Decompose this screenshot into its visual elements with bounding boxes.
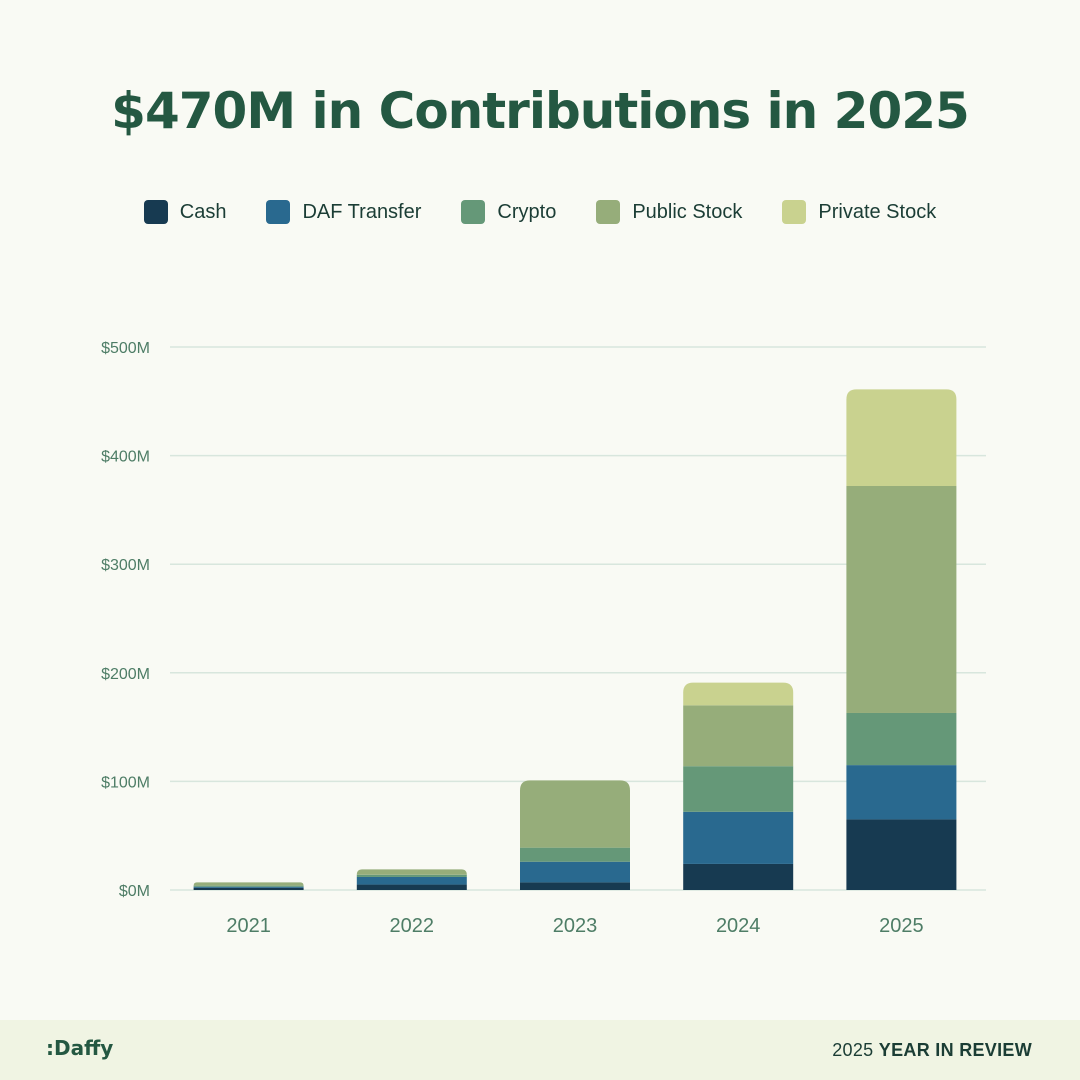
legend-label-private-stock: Private Stock [818, 200, 937, 223]
bars [193, 389, 957, 890]
legend-swatch-crypto [461, 200, 486, 224]
x-axis-ticks: 2021 2022 2023 2024 2025 [226, 915, 923, 937]
bar-segment-crypto-2023 [520, 847, 630, 862]
bar-segment-public-stock-2022 [356, 869, 467, 875]
x-tick-label: 2022 [390, 915, 435, 937]
bar-segment-cash-2023 [520, 882, 630, 890]
bar-segment-cash-2022 [356, 884, 467, 890]
legend-swatch-private-stock [782, 200, 807, 224]
bar-segment-daf-transfer-2021 [193, 886, 304, 888]
y-tick-label: $100M [101, 774, 150, 791]
bar-segment-cash-2021 [193, 887, 304, 890]
legend-swatch-cash [143, 200, 168, 224]
legend-swatch-daf-transfer [266, 200, 291, 224]
y-tick-label: $500M [101, 340, 150, 357]
bar-segment-crypto-2022 [356, 874, 467, 877]
legend-item-public-stock: Public Stock [596, 200, 742, 224]
bar-segment-public-stock-2023 [520, 780, 630, 848]
footer-label: YEAR IN REVIEW [878, 1040, 1032, 1060]
bar-segment-public-stock-2021 [193, 882, 304, 886]
bar-segment-cash-2025 [846, 819, 957, 890]
bar-segment-crypto-2024 [683, 766, 794, 812]
legend-label-cash: Cash [179, 200, 227, 223]
x-tick-label: 2021 [226, 915, 271, 937]
bar-segment-daf-transfer-2023 [520, 861, 630, 883]
y-tick-label: $0M [119, 883, 150, 900]
legend-item-daf-transfer: DAF Transfer [266, 200, 421, 224]
bar-segment-private-stock-2025 [846, 389, 957, 487]
legend-item-cash: Cash [143, 200, 227, 224]
y-tick-label: $300M [101, 557, 150, 574]
bar-segment-daf-transfer-2022 [356, 876, 467, 885]
brand-logo: :Daffy [46, 1036, 114, 1060]
footer-caption: 2025 YEAR IN REVIEW [832, 1040, 1032, 1061]
footer-year: 2025 [832, 1040, 874, 1060]
chart-legend: Cash DAF Transfer Crypto Public Stock Pr… [0, 200, 1080, 224]
chart-title: $470M in Contributions in 2025 [111, 82, 970, 140]
y-tick-label: $400M [101, 449, 150, 466]
footer: :Daffy 2025 YEAR IN REVIEW [0, 1020, 1080, 1080]
bar-segment-daf-transfer-2024 [683, 811, 794, 864]
legend-label-daf-transfer: DAF Transfer [302, 200, 422, 223]
bar-segment-crypto-2021 [193, 885, 304, 887]
legend-item-private-stock: Private Stock [782, 200, 936, 224]
legend-label-public-stock: Public Stock [632, 200, 743, 223]
y-tick-label: $200M [101, 666, 150, 683]
x-tick-label: 2023 [553, 915, 598, 937]
bar-segment-daf-transfer-2025 [846, 765, 957, 820]
bar-segment-crypto-2025 [846, 712, 957, 766]
bar-segment-private-stock-2024 [683, 682, 794, 706]
legend-item-crypto: Crypto [461, 200, 556, 224]
x-tick-label: 2025 [879, 915, 924, 937]
bar-segment-public-stock-2024 [683, 705, 794, 767]
bar-segment-cash-2024 [683, 863, 794, 890]
bar-segment-public-stock-2025 [846, 486, 957, 713]
legend-label-crypto: Crypto [497, 200, 557, 223]
x-tick-label: 2024 [716, 915, 761, 937]
legend-swatch-public-stock [596, 200, 621, 224]
y-axis-ticks: $0M $100M $200M $300M $400M $500M [101, 340, 150, 900]
